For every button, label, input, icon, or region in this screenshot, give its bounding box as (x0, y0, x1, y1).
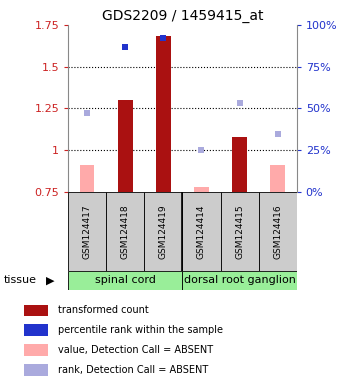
Text: GSM124417: GSM124417 (83, 204, 92, 259)
Text: GSM124416: GSM124416 (273, 204, 282, 259)
Bar (24, 324, 48, 336)
Text: GSM124414: GSM124414 (197, 204, 206, 258)
Text: spinal cord: spinal cord (95, 275, 156, 285)
Text: dorsal root ganglion: dorsal root ganglion (183, 275, 296, 285)
Bar (182, 271, 297, 290)
Bar (24, 364, 48, 376)
Bar (144, 192, 182, 271)
Bar (221, 192, 258, 271)
Bar (270, 165, 285, 192)
Text: tissue: tissue (3, 275, 36, 285)
Text: percentile rank within the sample: percentile rank within the sample (58, 325, 223, 335)
Text: GSM124419: GSM124419 (159, 204, 168, 259)
Text: GSM124415: GSM124415 (235, 204, 244, 259)
Bar (106, 192, 144, 271)
Text: value, Detection Call = ABSENT: value, Detection Call = ABSENT (58, 345, 213, 355)
Bar (182, 192, 221, 271)
Text: transformed count: transformed count (58, 305, 149, 315)
Text: GSM124418: GSM124418 (121, 204, 130, 259)
Bar (232, 137, 247, 192)
Bar (68, 192, 106, 271)
Bar (194, 187, 209, 192)
Bar (24, 344, 48, 356)
Text: ▶: ▶ (46, 275, 55, 285)
Bar (258, 192, 297, 271)
Bar (68, 271, 182, 290)
Bar (80, 165, 94, 192)
Text: rank, Detection Call = ABSENT: rank, Detection Call = ABSENT (58, 364, 208, 374)
Bar (24, 305, 48, 316)
Title: GDS2209 / 1459415_at: GDS2209 / 1459415_at (102, 8, 263, 23)
Bar (118, 100, 133, 192)
Bar (156, 36, 170, 192)
